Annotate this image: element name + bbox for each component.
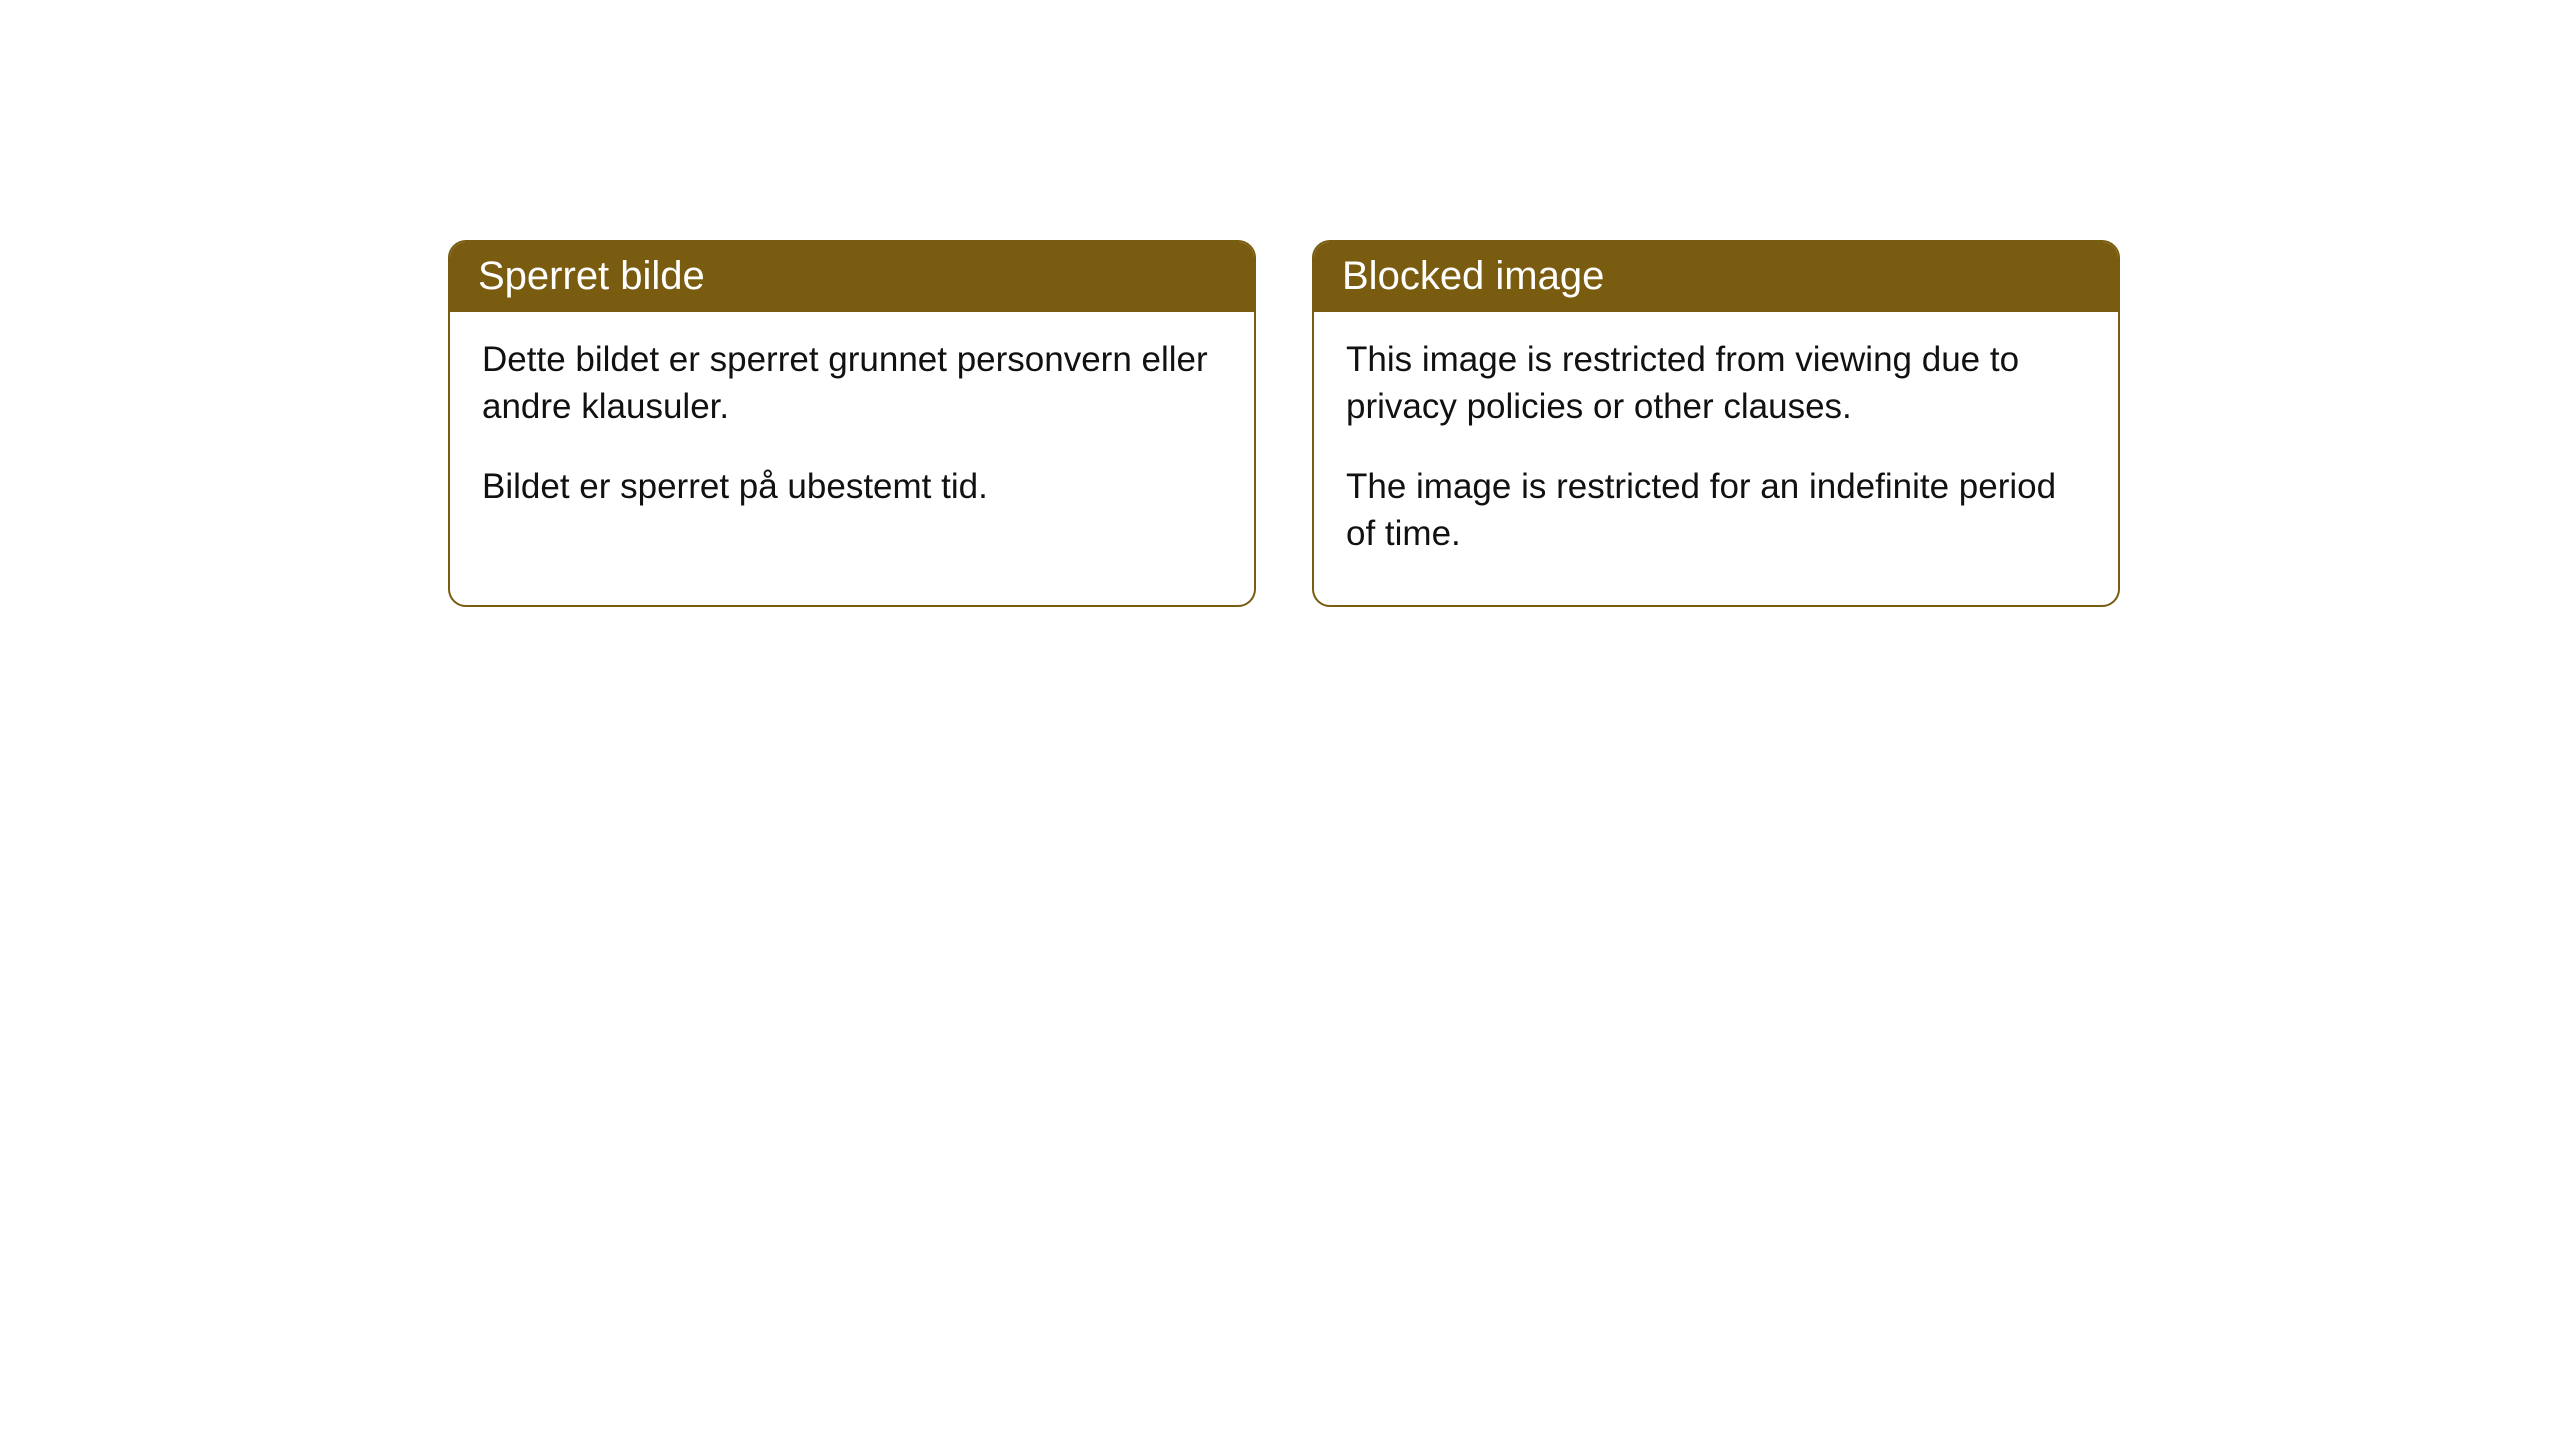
- card-header: Blocked image: [1314, 242, 2118, 312]
- card-header: Sperret bilde: [450, 242, 1254, 312]
- card-paragraph: Bildet er sperret på ubestemt tid.: [482, 463, 1222, 510]
- card-paragraph: This image is restricted from viewing du…: [1346, 336, 2086, 431]
- notice-cards-container: Sperret bilde Dette bildet er sperret gr…: [448, 240, 2560, 607]
- notice-card-norwegian: Sperret bilde Dette bildet er sperret gr…: [448, 240, 1256, 607]
- card-paragraph: The image is restricted for an indefinit…: [1346, 463, 2086, 558]
- card-body: Dette bildet er sperret grunnet personve…: [450, 312, 1254, 558]
- notice-card-english: Blocked image This image is restricted f…: [1312, 240, 2120, 607]
- card-paragraph: Dette bildet er sperret grunnet personve…: [482, 336, 1222, 431]
- card-body: This image is restricted from viewing du…: [1314, 312, 2118, 605]
